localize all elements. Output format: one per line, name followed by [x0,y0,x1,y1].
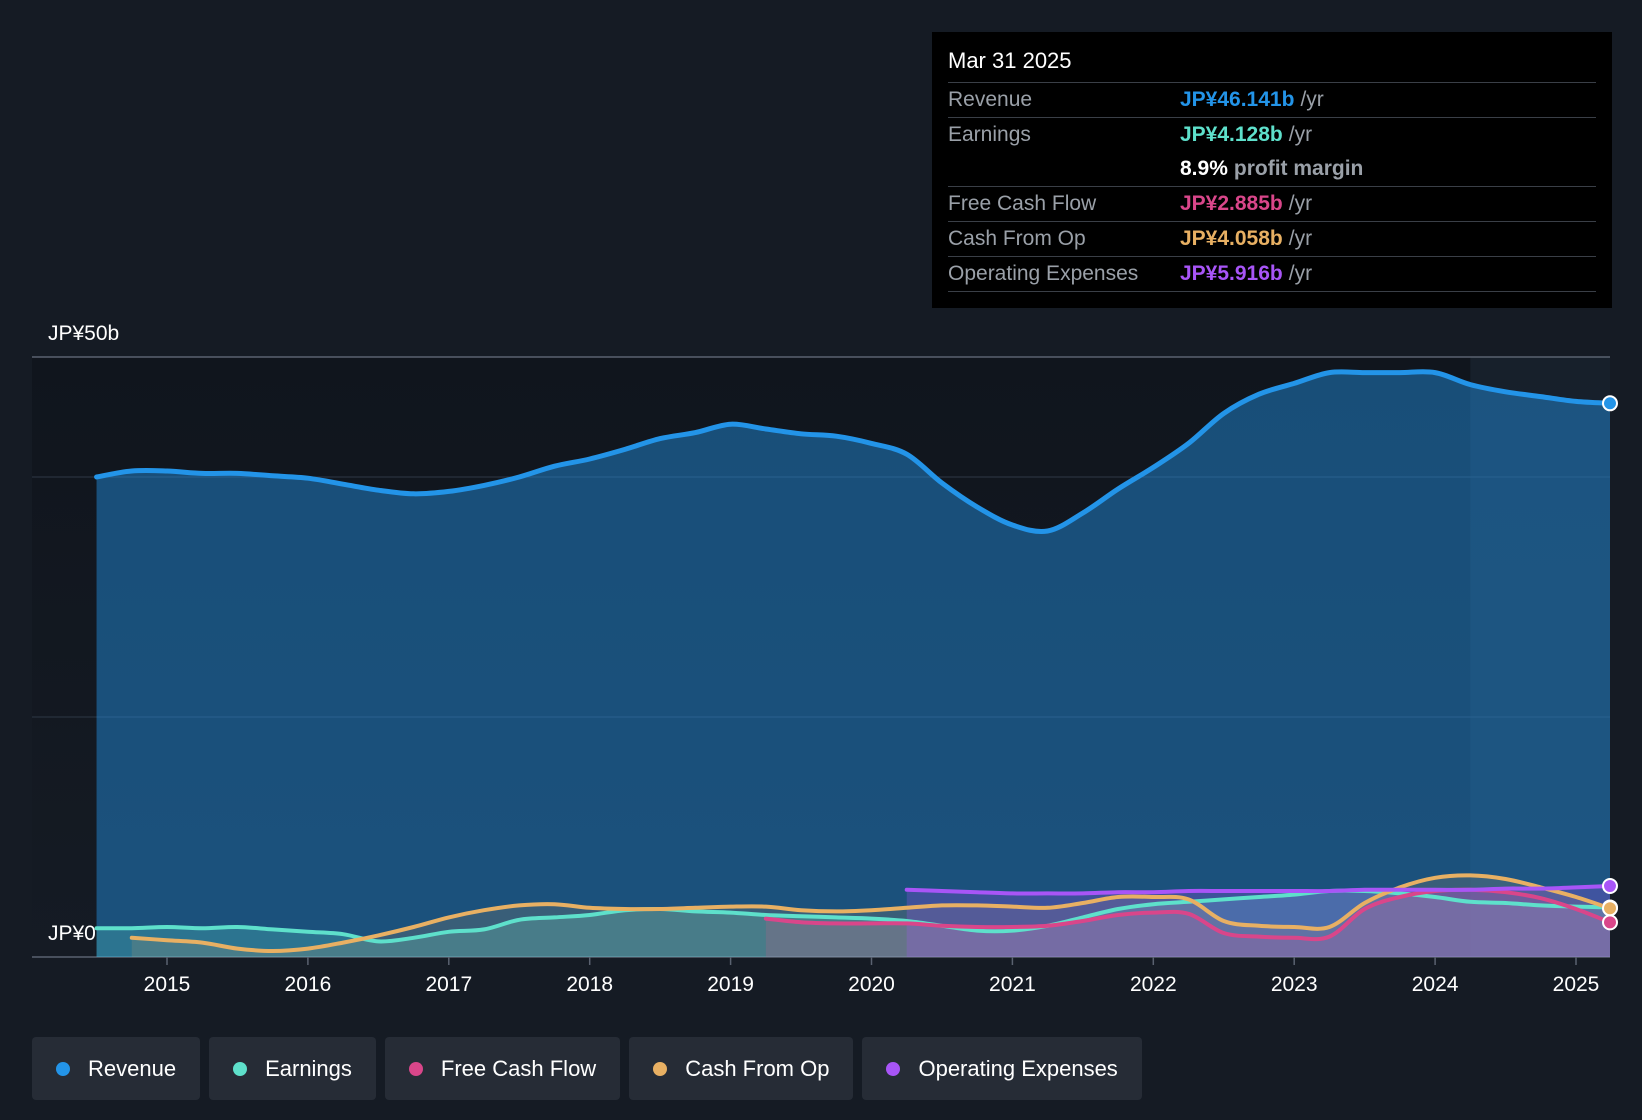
tooltip-label: Free Cash Flow [948,192,1097,215]
tooltip-label-spacer [948,152,1180,186]
legend-label: Free Cash Flow [440,1055,597,1081]
legend-item-revenue[interactable]: Revenue [32,1037,201,1100]
grid-layer [32,356,1610,958]
tooltip-value: JP¥2.885b [1180,192,1283,215]
y-axis-bottom-label: JP¥0 [48,922,96,945]
x-tick-label: 2019 [707,973,754,996]
highlight-region [1470,357,1610,957]
tooltip-unit: /yr [1288,227,1313,250]
tooltip-unit: /yr [1288,262,1313,285]
tooltip-label: Earnings [948,123,1031,146]
operating-expenses-end-point [1602,878,1618,895]
legend-label: Revenue [88,1055,177,1081]
tooltip-row-cfo: Cash From Op JP¥4.058b /yr [948,222,1596,257]
x-tick-label: 2020 [848,973,895,996]
x-tick-label: 2015 [144,973,191,996]
tooltip-panel: Mar 31 2025 Revenue JP¥46.141b /yr Earni… [932,32,1612,308]
series-layer [94,369,1618,957]
x-tick-label: 2024 [1412,973,1459,996]
operating-expenses-line [904,884,1612,896]
legend-label: Earnings [265,1055,352,1081]
x-tick-label: 2017 [425,973,472,996]
legend-label: Operating Expenses [918,1055,1118,1081]
legend-item-cash-from-op[interactable]: Cash From Op [629,1037,854,1100]
x-tick-label: 2021 [989,973,1036,996]
legend-label: Cash From Op [685,1055,830,1081]
tooltip-value: JP¥4.128b [1180,123,1283,146]
tooltip-row-fcf: Free Cash Flow JP¥2.885b /yr [948,187,1596,222]
cash-from-op-line [129,873,1612,954]
tooltip-row-earnings: Earnings JP¥4.128b /yr [948,118,1596,152]
tooltip-value: JP¥5.916b [1180,262,1283,285]
revenue-end-point [1602,395,1618,412]
free-cash-flow-end-point [1602,914,1618,931]
revenue-line [94,369,1613,534]
profit-margin-value: 8.9% [1180,157,1228,180]
tooltip-unit: /yr [1288,192,1313,215]
x-tick-label: 2023 [1271,973,1318,996]
tooltip-unit: /yr [1288,123,1313,146]
x-tick-label: 2016 [285,973,332,996]
legend-item-operating-expenses[interactable]: Operating Expenses [862,1037,1142,1100]
tooltip-label: Operating Expenses [948,262,1139,285]
x-axis-ticks: 2015 2016 2017 2018 2019 2020 2021 2022 2023 2024… [144,957,1600,996]
tooltip-row-margin: 8.9% profit margin [948,152,1596,187]
x-tick-label: 2018 [566,973,613,996]
free-cash-flow-dot-icon [408,1061,423,1076]
legend-item-free-cash-flow[interactable]: Free Cash Flow [384,1037,621,1100]
x-tick-label: 2022 [1130,973,1177,996]
tooltip-label: Cash From Op [948,227,1086,250]
plot-background [32,357,1610,957]
tooltip-row-opex: Operating Expenses JP¥5.916b /yr [948,257,1596,292]
tooltip-label: Revenue [948,88,1033,111]
tooltip-value: JP¥46.141b [1180,88,1295,111]
legend: Revenue Earnings Free Cash Flow Cash Fro… [32,1037,1142,1100]
y-axis-top-label: JP¥50b [48,322,119,345]
tooltip-unit: /yr [1300,88,1324,111]
free-cash-flow-area [765,889,1610,957]
tooltip-date: Mar 31 2025 [948,46,1596,83]
revenue-dot-icon [56,1061,70,1076]
cash-from-op-end-point [1602,900,1618,917]
tooltip-value: JP¥4.058b [1180,227,1283,250]
tooltip-row-revenue: Revenue JP¥46.141b /yr [948,83,1596,118]
profit-margin-text: profit margin [1233,157,1364,180]
operating-expenses-dot-icon [886,1061,901,1076]
revenue-area [96,371,1610,957]
legend-item-earnings[interactable]: Earnings [209,1037,376,1100]
earnings-dot-icon [233,1061,248,1076]
cash-from-op-dot-icon [653,1061,668,1076]
x-tick-label: 2025 [1553,973,1600,996]
